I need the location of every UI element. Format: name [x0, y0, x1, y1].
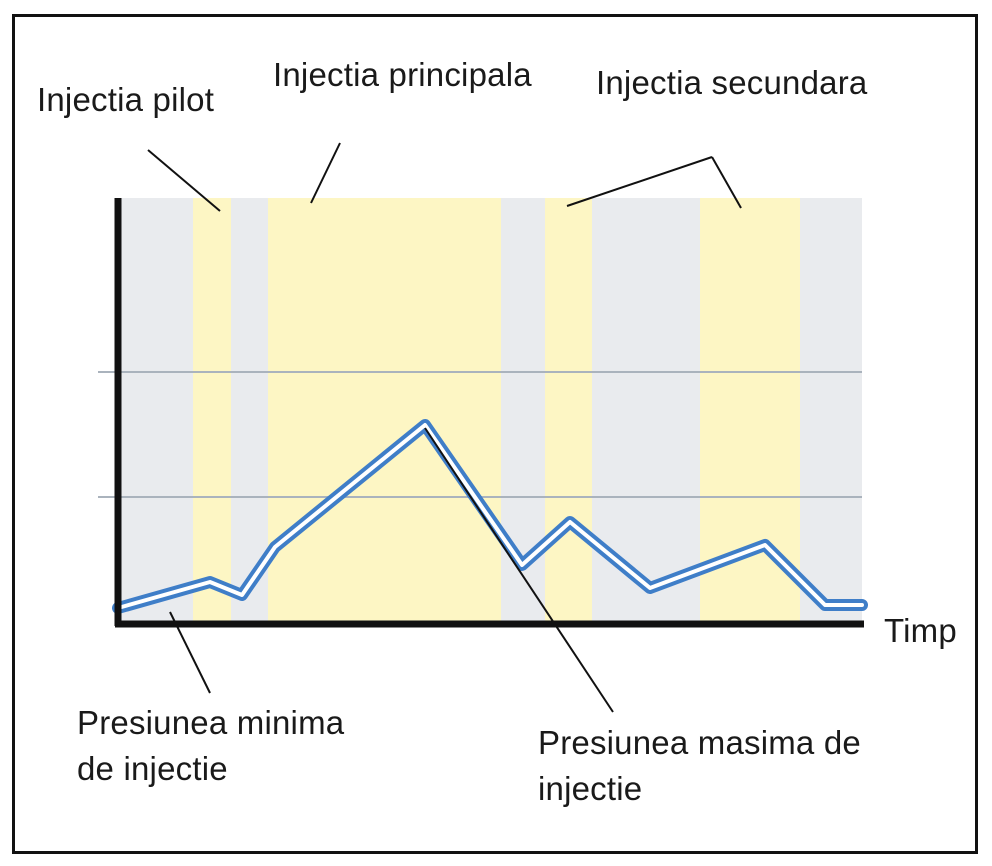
leader-max-pressure [424, 427, 614, 713]
label-min-pressure-line1: Presiunea minima [77, 704, 345, 741]
band-pilot-injection [193, 198, 231, 623]
pressure-curve [116, 423, 864, 610]
label-max-pressure: Presiunea masima de injectie [538, 720, 861, 812]
leader-secundara-1 [566, 156, 713, 207]
label-max-pressure-line2: injectie [538, 770, 643, 807]
band-main-injection [268, 198, 501, 623]
leader-pilot [147, 149, 221, 212]
label-max-pressure-line1: Presiunea masima de [538, 724, 861, 761]
label-pilot-injection: Injectia pilot [37, 81, 215, 118]
band-secondary-injection-1 [545, 198, 592, 623]
label-min-pressure-line2: de injectie [77, 750, 228, 787]
label-main-injection: Injectia principala [273, 56, 532, 93]
label-min-pressure: Presiunea minima de injectie [77, 700, 344, 792]
label-time-axis: Timp [884, 612, 957, 649]
label-secondary-injection: Injectia secundara [596, 64, 868, 101]
leader-min-pressure [169, 611, 211, 694]
leader-principala [310, 142, 341, 204]
leader-secundara-2 [711, 156, 742, 209]
